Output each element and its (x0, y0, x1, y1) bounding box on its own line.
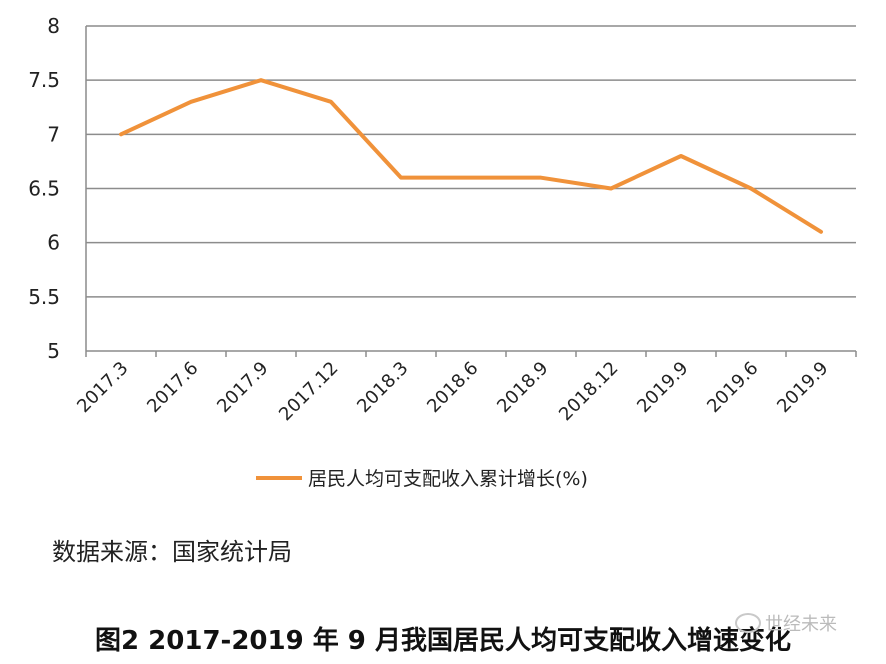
gridlines (86, 25, 856, 298)
x-tick-label: 2019.6 (703, 358, 762, 417)
series-line (119, 78, 823, 234)
x-axis-ticks: 2017.3 2017.6 2017.9 2017.12 2018.3 2018.6 201… (73, 358, 832, 425)
x-tick-label: 2017.3 (73, 358, 132, 417)
x-tick-label: 2019.9 (773, 358, 832, 417)
x-tick-label: 2018.3 (353, 358, 412, 417)
data-point (119, 132, 123, 136)
data-point (819, 230, 823, 234)
legend-label: 居民人均可支配收入累计增长(%) (308, 468, 588, 490)
axes (85, 26, 857, 357)
x-tick-label: 2019.9 (633, 358, 692, 417)
y-tick-label: 7 (47, 122, 60, 146)
y-tick-label: 6.5 (28, 177, 60, 201)
y-tick-label: 5 (47, 339, 60, 363)
data-point (329, 100, 333, 104)
figure-caption: 图2 2017-2019 年 9 月我国居民人均可支配收入增速变化 (95, 626, 791, 656)
data-point (189, 100, 193, 104)
x-tick-label: 2017.12 (275, 358, 342, 425)
y-tick-label: 5.5 (28, 285, 60, 309)
watermark-text: 世经未来 (765, 614, 837, 635)
x-tick-label: 2018.9 (493, 358, 552, 417)
data-point (749, 187, 753, 190)
data-source-note: 数据来源：国家统计局 (52, 538, 292, 566)
data-point (399, 176, 403, 180)
y-tick-label: 6 (47, 231, 60, 255)
x-tick-label: 2017.9 (213, 358, 272, 417)
x-tick-label: 2018.12 (555, 358, 622, 425)
data-point (539, 176, 543, 180)
line-chart: 55.566.577.58 2017.3 2017.6 2017.9 2017.12 2… (28, 14, 857, 490)
y-tick-label: 8 (47, 14, 60, 38)
watermark: 世经未来 (735, 610, 837, 636)
x-tick-label: 2018.6 (423, 358, 482, 417)
legend: 居民人均可支配收入累计增长(%) (256, 468, 588, 490)
y-tick-label: 7.5 (28, 68, 60, 92)
data-point (469, 176, 473, 180)
x-tick-label: 2017.6 (143, 358, 202, 417)
wechat-icon (735, 613, 761, 633)
data-point (679, 154, 683, 158)
series-layer (119, 78, 823, 234)
data-point (609, 187, 613, 190)
data-point (259, 78, 263, 82)
y-axis-ticks: 5 5.5 6 6.5 7 7.5 8 (28, 14, 60, 363)
